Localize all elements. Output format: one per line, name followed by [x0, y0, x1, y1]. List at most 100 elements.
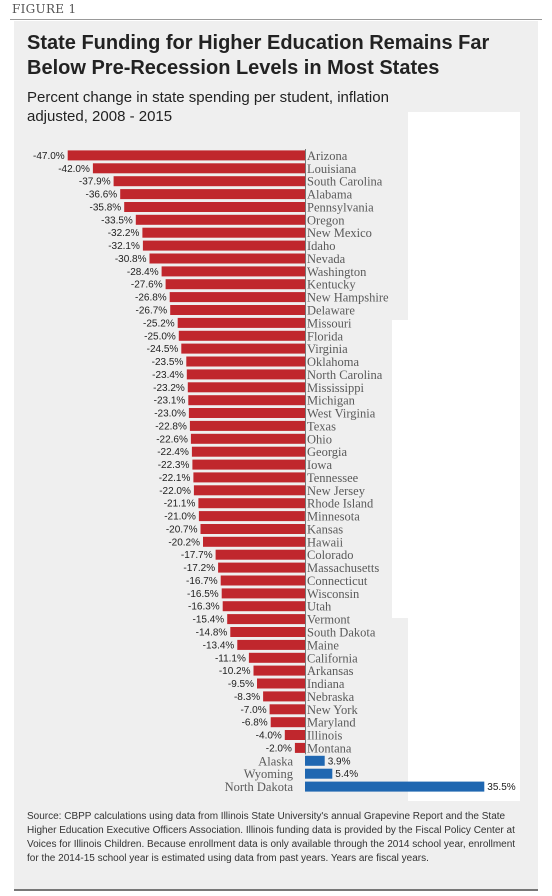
data-label: -20.2%: [168, 537, 200, 548]
bar: [221, 588, 305, 599]
bar: [124, 202, 305, 212]
state-label: Mississippi: [307, 381, 364, 395]
bar: [305, 755, 325, 766]
bar: [198, 498, 305, 509]
data-label: -23.5%: [152, 357, 184, 368]
bar: [230, 627, 305, 637]
data-label: -32.1%: [108, 241, 140, 252]
bar: [165, 279, 305, 290]
data-label: -23.0%: [154, 409, 186, 420]
state-label: New Jersey: [307, 484, 366, 498]
state-label: Nebraska: [307, 690, 355, 704]
bar: [181, 343, 305, 354]
data-label: -22.0%: [159, 486, 191, 497]
state-label: Wisconsin: [307, 587, 360, 601]
state-label: Indiana: [307, 677, 345, 691]
data-label: -25.0%: [144, 331, 176, 342]
state-label: California: [307, 651, 358, 665]
data-label: -32.2%: [108, 228, 140, 239]
top-rule: [10, 19, 542, 20]
state-label: Ohio: [307, 432, 332, 446]
data-label: -16.5%: [187, 589, 219, 600]
state-label: Kansas: [307, 523, 343, 537]
state-label: Washington: [307, 265, 367, 279]
data-label: -28.4%: [127, 267, 159, 278]
state-label: Montana: [307, 741, 352, 755]
bar: [135, 214, 305, 225]
data-label: -16.7%: [186, 576, 218, 587]
bar: [284, 730, 305, 740]
data-label: -47.0%: [33, 151, 65, 162]
data-label: -22.3%: [158, 460, 190, 471]
data-label: -22.8%: [155, 421, 187, 432]
data-label: -35.8%: [90, 203, 122, 214]
state-label: Nevada: [307, 252, 346, 266]
data-label: -22.6%: [156, 434, 188, 445]
data-label: -26.8%: [135, 293, 167, 304]
bar: [263, 691, 305, 702]
state-label: Connecticut: [307, 574, 368, 588]
state-label: Virginia: [307, 342, 348, 356]
data-label: -22.1%: [159, 473, 191, 484]
data-label: -20.7%: [166, 525, 198, 536]
state-label: Michigan: [307, 394, 356, 408]
data-label: 35.5%: [487, 782, 515, 793]
bar: [218, 562, 305, 573]
bar: [142, 240, 305, 251]
bar: [193, 472, 305, 483]
data-label: -23.2%: [153, 383, 185, 394]
data-label: -10.2%: [219, 666, 251, 677]
state-label: Rhode Island: [307, 497, 374, 511]
state-label: Arkansas: [307, 664, 354, 678]
state-label: Maine: [307, 638, 339, 652]
data-label: -13.4%: [203, 640, 235, 651]
data-label: -2.0%: [266, 743, 292, 754]
state-label: Oregon: [307, 213, 345, 227]
bar: [305, 768, 333, 779]
data-label: -30.8%: [115, 254, 147, 265]
bar: [170, 305, 305, 315]
data-label: 3.9%: [328, 756, 351, 767]
data-label: -4.0%: [256, 731, 282, 742]
bar: [198, 511, 305, 522]
bar: [187, 382, 305, 393]
data-label: -33.5%: [101, 215, 133, 226]
bar: [294, 742, 305, 753]
state-label: Alabama: [307, 188, 353, 202]
data-label: -6.8%: [242, 718, 268, 729]
bar: [191, 446, 305, 457]
bar: [192, 459, 305, 470]
state-label: Massachusetts: [307, 561, 379, 575]
bar: [186, 369, 305, 380]
bar: [253, 665, 305, 676]
bar: [92, 163, 306, 174]
state-label: Iowa: [307, 458, 332, 472]
state-label: South Dakota: [307, 626, 376, 640]
bar: [177, 317, 305, 328]
state-label: Pennsylvania: [307, 201, 374, 215]
bar: [178, 330, 306, 341]
data-label: -17.2%: [183, 563, 215, 574]
state-label: Idaho: [307, 239, 335, 253]
state-label: Vermont: [307, 613, 351, 627]
bar: [161, 266, 305, 277]
bar: [200, 524, 305, 534]
state-label: New York: [307, 703, 358, 717]
state-label: Hawaii: [307, 535, 344, 549]
state-label: Tennessee: [307, 471, 359, 485]
bar: [269, 704, 305, 715]
data-label: 5.4%: [335, 769, 358, 780]
state-label: Colorado: [307, 548, 354, 562]
state-label: North Carolina: [307, 368, 383, 382]
bar: [203, 536, 305, 547]
bar: [257, 678, 305, 689]
data-label: -16.3%: [188, 602, 220, 613]
state-label: Utah: [307, 600, 332, 614]
bar: [248, 652, 305, 663]
bar: [270, 717, 305, 728]
bar: [227, 614, 305, 625]
bar: [149, 253, 305, 264]
state-label: Florida: [307, 329, 344, 343]
data-label: -37.9%: [79, 177, 111, 188]
state-label: Maryland: [307, 716, 356, 730]
